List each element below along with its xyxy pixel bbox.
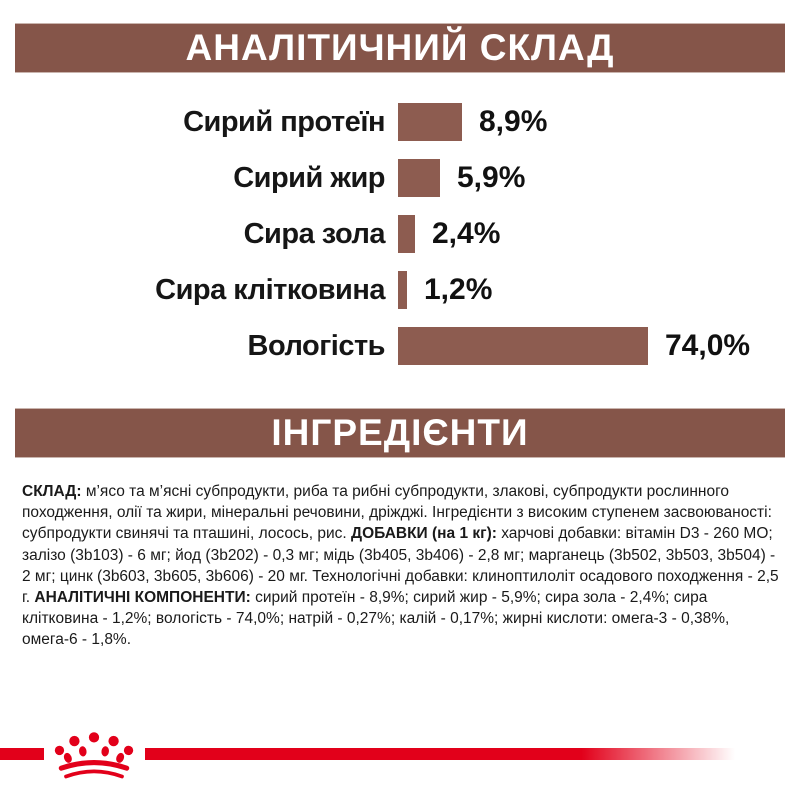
chart-bar: [398, 327, 648, 365]
ingredients-title: ІНГРЕДІЄНТИ: [271, 412, 529, 453]
ingredients-text-segment: м’ясо та м’ясні субпродукти, риба та риб…: [22, 483, 772, 543]
chart-row-value: 1,2%: [424, 273, 493, 306]
ingredients-paragraph: СКЛАД: м’ясо та м’ясні субпродукти, риба…: [22, 481, 780, 651]
chart-row-label: Сирий жир: [233, 161, 385, 194]
logo-line-left: [0, 748, 44, 760]
chart-bar: [398, 103, 462, 141]
chart-bar: [398, 271, 407, 309]
composition-bar-chart: Сирий протеїн 8,9% Сирий жир 5,9% Сира зола 2…: [0, 94, 800, 374]
chart-row: Сира клітковина 1,2%: [0, 262, 800, 318]
chart-row: Вологість 74,0%: [0, 318, 800, 374]
chart-row-value: 2,4%: [432, 217, 501, 250]
chart-row-value: 8,9%: [479, 105, 548, 138]
chart-row-label: Сира клітковина: [155, 273, 385, 306]
ingredients-header: ІНГРЕДІЄНТИ: [15, 408, 785, 458]
ingredients-bold-segment: СКЛАД:: [22, 483, 82, 500]
royal-canin-logo: [0, 728, 800, 788]
chart-row-value: 74,0%: [665, 329, 751, 362]
chart-row: Сира зола 2,4%: [0, 206, 800, 262]
analytical-composition-header: АНАЛІТИЧНИЙ СКЛАД: [15, 23, 785, 73]
chart-row-label: Вологість: [247, 329, 386, 362]
crown-icon: [54, 732, 134, 779]
logo-line-right: [145, 748, 735, 760]
chart-bar: [398, 215, 415, 253]
ingredients-text-segment: сирий протеїн - 8,9%; сирий жир - 5,9%; …: [22, 589, 730, 649]
ingredients-text-segment: харчові добавки: вітамін D3 - 260 МО; за…: [22, 525, 779, 607]
chart-row: Сирий протеїн 8,9%: [0, 94, 800, 150]
chart-row-label: Сира зола: [243, 217, 386, 250]
chart-bar: [398, 159, 440, 197]
chart-row-label: Сирий протеїн: [183, 105, 385, 138]
ingredients-bold-segment: ДОБАВКИ (на 1 кг):: [351, 525, 497, 543]
analytical-composition-title: АНАЛІТИЧНИЙ СКЛАД: [185, 27, 615, 68]
chart-row: Сирий жир 5,9%: [0, 150, 800, 206]
chart-row-value: 5,9%: [457, 161, 526, 194]
ingredients-bold-segment: АНАЛІТИЧНІ КОМПОНЕНТИ:: [34, 589, 251, 607]
